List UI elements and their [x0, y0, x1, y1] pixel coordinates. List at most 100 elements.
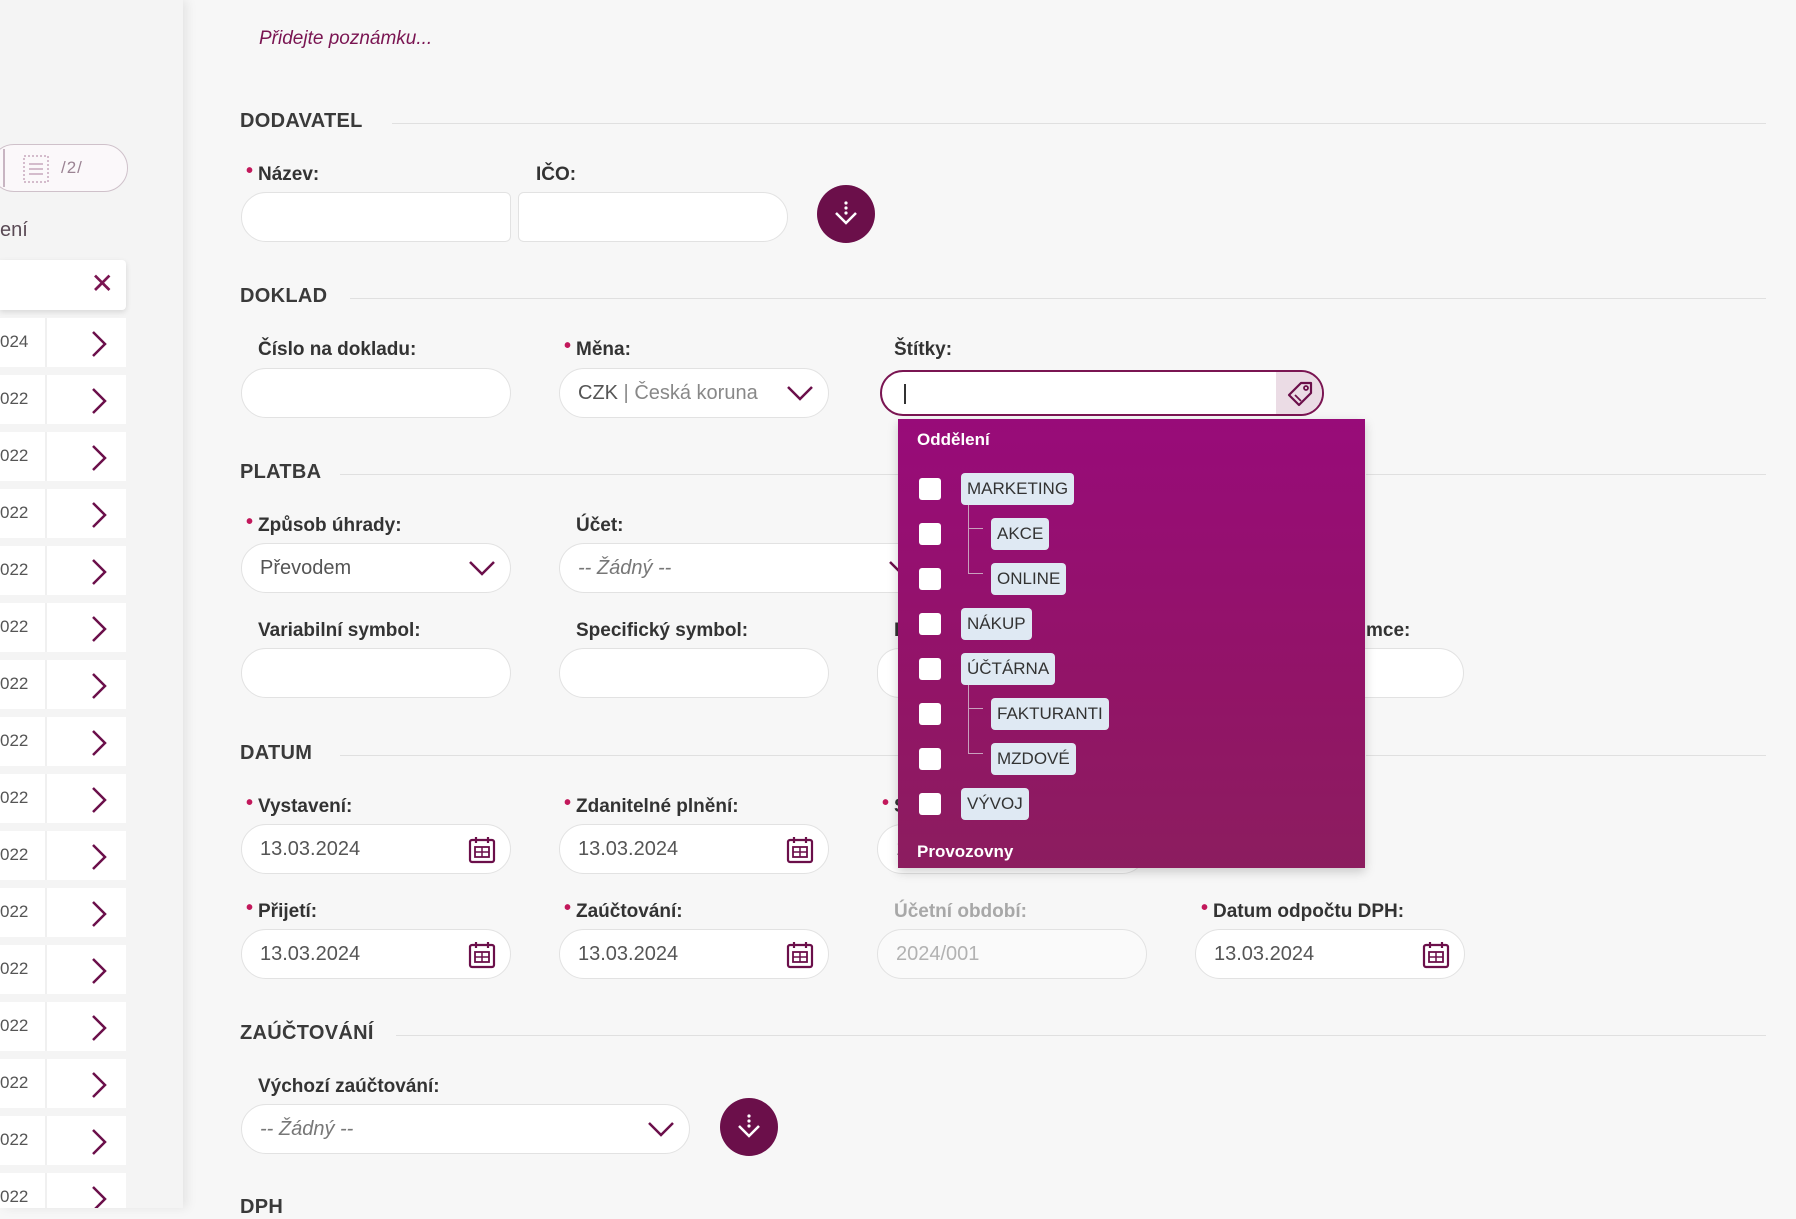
tag-marketing[interactable]: MARKETING	[961, 473, 1075, 505]
tag-checkbox-nakup[interactable]	[919, 613, 941, 635]
tag-vyvoj[interactable]: VÝVOJ	[961, 788, 1029, 820]
supplier-lookup-button[interactable]	[817, 185, 875, 243]
list-item-divider	[45, 660, 47, 709]
tag-checkbox-vyvoj[interactable]	[919, 793, 941, 815]
tag-checkbox-mzdove[interactable]	[919, 748, 941, 770]
list-filter[interactable]: ✕	[0, 260, 126, 310]
list-item[interactable]: 022	[0, 546, 126, 595]
variable-symbol-field[interactable]	[241, 648, 511, 698]
tag-checkbox-akce[interactable]	[919, 523, 941, 545]
list-item[interactable]: 022	[0, 774, 126, 823]
chevron-right-icon[interactable]	[90, 843, 108, 871]
list-item[interactable]: 022	[0, 1002, 126, 1051]
tag-checkbox-uctarna[interactable]	[919, 658, 941, 680]
supplier-ico-field[interactable]	[518, 192, 788, 242]
chevron-right-icon[interactable]	[90, 1185, 108, 1208]
list-item[interactable]: 022	[0, 432, 126, 481]
list-item-divider	[45, 1059, 47, 1108]
list-item-divider	[45, 717, 47, 766]
issued-date-value: 13.03.2024	[260, 838, 361, 860]
tag-uctarna[interactable]: ÚČTÁRNA	[961, 653, 1056, 685]
list-item[interactable]: 022	[0, 888, 126, 937]
specific-symbol-field[interactable]	[559, 648, 829, 698]
list-item[interactable]: 022	[0, 1059, 126, 1108]
list-item[interactable]: 022	[0, 831, 126, 880]
list-item-date: 022	[0, 902, 29, 921]
tag-checkbox-fakturanti[interactable]	[919, 703, 941, 725]
posted-date-field[interactable]: 13.03.2024	[559, 929, 829, 979]
hidden-field[interactable]	[1364, 648, 1464, 698]
posting-apply-button[interactable]	[720, 1098, 778, 1156]
list-item-date: 022	[0, 674, 29, 693]
vat-date-field[interactable]: 13.03.2024	[1195, 929, 1465, 979]
list-item[interactable]: 024	[0, 318, 126, 367]
tag-checkbox-marketing[interactable]	[919, 478, 941, 500]
list-item[interactable]: 022	[0, 717, 126, 766]
list-item-date: 022	[0, 1130, 29, 1149]
list-item[interactable]: 022	[0, 1116, 126, 1165]
default-posting-select[interactable]: -- Žádný --	[241, 1104, 690, 1154]
hidden-field[interactable]	[877, 648, 899, 698]
list-item-date: 022	[0, 845, 29, 864]
tree-connector	[968, 708, 983, 754]
doc-number-field[interactable]	[241, 368, 511, 418]
chevron-right-icon[interactable]	[90, 501, 108, 529]
list-item[interactable]: 022	[0, 489, 126, 538]
chevron-right-icon[interactable]	[90, 444, 108, 472]
list-item[interactable]: 022	[0, 660, 126, 709]
chevron-right-icon[interactable]	[90, 1014, 108, 1042]
tag-nakup[interactable]: NÁKUP	[961, 608, 1032, 640]
currency-select[interactable]: CZK | Česká koruna	[559, 368, 829, 418]
pager[interactable]: /2/	[0, 144, 128, 192]
tag-akce[interactable]: AKCE	[991, 518, 1050, 550]
taxable-date-field[interactable]: 13.03.2024	[559, 824, 829, 874]
tag-fakturanti[interactable]: FAKTURANTI	[991, 698, 1109, 730]
received-date-field[interactable]: 13.03.2024	[241, 929, 511, 979]
calendar-icon[interactable]	[786, 836, 814, 864]
list-item-divider	[45, 489, 47, 538]
tag-online[interactable]: ONLINE	[991, 563, 1067, 595]
tag-icon	[1287, 381, 1313, 407]
supplier-name-field[interactable]	[241, 192, 511, 242]
calendar-icon[interactable]	[786, 941, 814, 969]
list-item[interactable]: 022	[0, 603, 126, 652]
chevron-right-icon[interactable]	[90, 1128, 108, 1156]
payment-method-select[interactable]: Převodem	[241, 543, 511, 593]
close-icon[interactable]: ✕	[90, 268, 114, 299]
tag-mzdove[interactable]: MZDOVÉ	[991, 743, 1076, 775]
list-item[interactable]: 022	[0, 1173, 126, 1208]
tree-connector	[968, 685, 983, 709]
chevron-right-icon[interactable]	[90, 786, 108, 814]
account-label: Účet:	[576, 515, 624, 536]
tag-checkbox-online[interactable]	[919, 568, 941, 590]
list-item[interactable]: 022	[0, 945, 126, 994]
note-input[interactable]: Přidejte poznámku...	[259, 28, 433, 49]
vat-date-value: 13.03.2024	[1214, 943, 1315, 965]
tags-button[interactable]	[1276, 372, 1322, 414]
received-date-value: 13.03.2024	[260, 943, 361, 965]
chevron-right-icon[interactable]	[90, 900, 108, 928]
chevron-right-icon[interactable]	[90, 387, 108, 415]
calendar-icon[interactable]	[1422, 941, 1450, 969]
tags-input[interactable]	[880, 370, 1324, 416]
issued-date-field[interactable]: 13.03.2024	[241, 824, 511, 874]
account-select[interactable]: -- Žádný --	[559, 543, 915, 593]
calendar-icon[interactable]	[468, 836, 496, 864]
chevron-right-icon[interactable]	[90, 957, 108, 985]
period-field: 2024/001	[877, 929, 1147, 979]
list-item-date: 022	[0, 1016, 29, 1035]
section-divider	[1366, 474, 1766, 475]
chevron-right-icon[interactable]	[90, 672, 108, 700]
section-payment: PLATBA	[240, 461, 322, 483]
payment-method-value: Převodem	[260, 557, 352, 579]
chevron-right-icon[interactable]	[90, 729, 108, 757]
chevron-right-icon[interactable]	[90, 1071, 108, 1099]
payment-method-label: Způsob úhrady:	[246, 511, 402, 537]
chevron-right-icon[interactable]	[90, 330, 108, 358]
list-item[interactable]: 022	[0, 375, 126, 424]
period-label: Účetní období:	[894, 901, 1027, 922]
chevron-right-icon[interactable]	[90, 615, 108, 643]
calendar-icon[interactable]	[468, 941, 496, 969]
record-list-panel: /2/ ení ✕ 024 022 022 022 022 022 022 022 022 022…	[0, 0, 183, 1208]
chevron-right-icon[interactable]	[90, 558, 108, 586]
